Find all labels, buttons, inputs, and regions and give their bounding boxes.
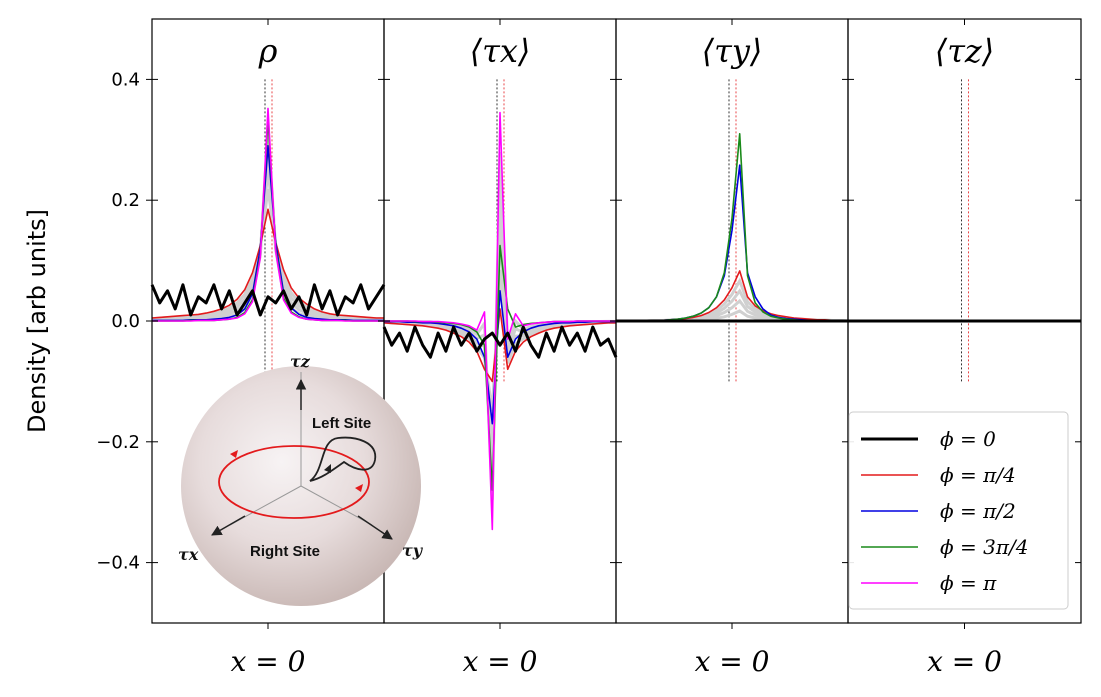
series-line-panel2-s0 — [382, 325, 618, 359]
tau-z-label: τz — [290, 352, 311, 371]
series-line-panel3-s2 — [616, 164, 848, 322]
series-line-panel2-s2 — [384, 289, 616, 425]
panel-title: ⟨τx⟩ — [470, 32, 531, 70]
y-tick-label: −0.2 — [96, 432, 140, 453]
tau-x-label: τx — [178, 545, 199, 564]
left-site-trajectory — [309, 436, 376, 482]
sphere-axis-y-grey — [300, 485, 373, 526]
intermediate-phase-curve — [383, 191, 616, 471]
y-axis-label: Density [arb units] — [23, 209, 51, 433]
x-axis-label: x = 0 — [927, 645, 1002, 678]
series-line-panel1-s4 — [152, 107, 384, 322]
y-tick-label: 0.2 — [111, 190, 140, 211]
legend-label: ϕ = π/4 — [940, 463, 1016, 487]
legend-label: ϕ = 3π/4 — [940, 535, 1028, 559]
panels: ρ x = 0 ⟨τx⟩ x = 0 ⟨τy⟩ x = 0 ⟨τz⟩ x = 0 — [146, 18, 1082, 678]
left-site-arrowhead — [324, 464, 331, 473]
y-tick-label: 0.4 — [111, 69, 140, 90]
series-line-panel2-s4 — [384, 111, 616, 531]
right-site-label: Right Site — [250, 543, 320, 560]
series-line-panel2-s1 — [383, 308, 616, 383]
intermediate-phase-curve — [616, 298, 849, 323]
panel-title: ⟨τz⟩ — [935, 32, 995, 70]
right-site-arrowhead-2 — [355, 484, 363, 492]
tau-y-arrow — [357, 515, 393, 540]
legend-label: ϕ = π/2 — [940, 499, 1016, 523]
right-site-trajectory — [218, 445, 370, 519]
panel-1: ρ x = 0 — [146, 18, 386, 678]
left-site-label: Left Site — [312, 415, 371, 432]
panel-4: ⟨τz⟩ x = 0 — [847, 18, 1082, 678]
panel-title: ρ — [258, 32, 278, 70]
y-tick-labels: 0.4 0.2 0.0 −0.2 −0.4 — [96, 69, 140, 573]
tau-y-label: τy — [402, 541, 424, 560]
x-axis-label: x = 0 — [695, 645, 770, 678]
series-line-panel1-s0 — [150, 283, 386, 317]
panel-2: ⟨τx⟩ x = 0 — [382, 18, 618, 678]
x-axis-label: x = 0 — [463, 645, 538, 678]
y-tick-label: 0.0 — [111, 311, 140, 332]
panel-3: ⟨τy⟩ x = 0 — [615, 18, 849, 678]
tau-x-arrow — [211, 515, 246, 536]
legend-label: ϕ = π — [940, 571, 997, 595]
legend-entries: ϕ = 0 ϕ = π/4 ϕ = π/2 ϕ = 3π/4 ϕ = π — [861, 427, 1028, 595]
legend: ϕ = 0 ϕ = π/4 ϕ = π/2 ϕ = 3π/4 ϕ = π — [848, 411, 1069, 610]
inset-sphere: τz τx τy Left Site Right Site — [178, 352, 424, 606]
panel-title: ⟨τy⟩ — [702, 32, 763, 70]
y-tick-label: −0.4 — [96, 553, 140, 574]
legend-box — [848, 411, 1069, 610]
right-site-arrowhead — [230, 450, 238, 458]
legend-label: ϕ = 0 — [940, 427, 996, 451]
x-axis-label: x = 0 — [231, 645, 306, 678]
